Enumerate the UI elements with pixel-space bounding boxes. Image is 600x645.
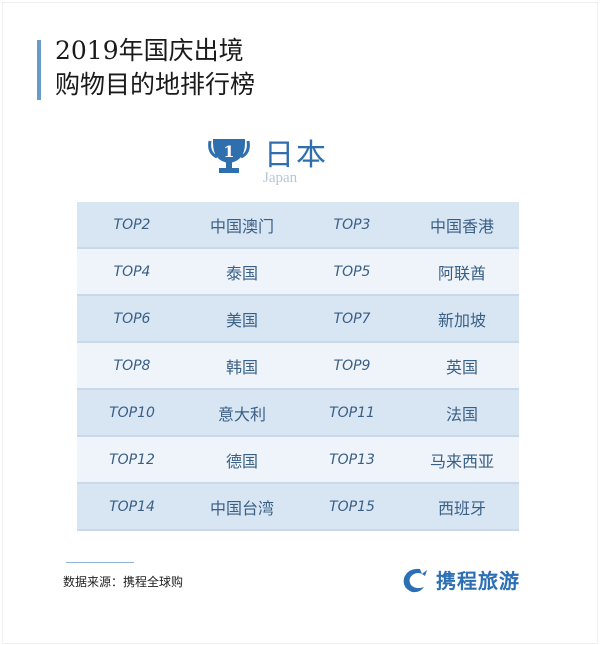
top1-name-en: Japan <box>263 170 298 186</box>
table-row: TOP12 德国 TOP13 马来西亚 <box>77 437 519 484</box>
destination-name: 马来西亚 <box>429 451 494 471</box>
table-row: TOP14 中国台湾 TOP15 西班牙 <box>77 484 519 531</box>
rank-label: TOP12 <box>109 451 155 468</box>
destination-name: 新加坡 <box>437 310 486 330</box>
destination-name: 中国澳门 <box>209 216 274 236</box>
table-row: TOP6 美国 TOP7 新加坡 <box>77 296 519 343</box>
rank-label: TOP5 <box>333 263 371 280</box>
logo-text: 携程旅游 <box>436 569 520 593</box>
destination-name: 阿联酋 <box>437 263 486 283</box>
source-divider <box>66 562 134 563</box>
page-title: 2019年国庆出境 购物目的地排行榜 <box>55 34 255 102</box>
rank-label: TOP15 <box>329 498 375 515</box>
rank-label: TOP8 <box>113 357 151 374</box>
destination-name: 美国 <box>225 310 258 330</box>
table-row: TOP8 韩国 TOP9 英国 <box>77 343 519 390</box>
top1-name: 日本 <box>264 138 328 173</box>
destination-name: 泰国 <box>225 263 258 283</box>
rank-label: TOP3 <box>333 216 371 233</box>
table-row: TOP10 意大利 TOP11 法国 <box>77 390 519 437</box>
rank-label: TOP10 <box>109 404 155 421</box>
rank-label: TOP4 <box>113 263 151 280</box>
title-line-2: 购物目的地排行榜 <box>55 70 256 99</box>
rank-label: TOP9 <box>333 357 371 374</box>
destination-name: 德国 <box>225 451 258 471</box>
destination-name: 意大利 <box>217 404 266 424</box>
destination-name: 英国 <box>445 357 478 377</box>
rank-label: TOP13 <box>329 451 375 468</box>
data-source: 数据来源：携程全球购 <box>63 575 184 589</box>
title-accent-bar <box>37 40 41 100</box>
rank-label: TOP7 <box>333 310 371 327</box>
rank-label: TOP14 <box>109 498 155 515</box>
trophy-icon: 1 <box>208 139 250 173</box>
dolphin-icon <box>403 568 427 592</box>
table-row: TOP2 中国澳门 TOP3 中国香港 <box>77 202 519 249</box>
destination-name: 西班牙 <box>437 498 486 518</box>
ranking-table: TOP2 中国澳门 TOP3 中国香港 TOP4 泰国 TOP5 阿联酋 TOP6 美国 TOP7 新… <box>77 202 519 531</box>
destination-name: 法国 <box>445 404 478 424</box>
destination-name: 中国台湾 <box>209 498 274 518</box>
rank-label: TOP11 <box>329 404 375 421</box>
table-row: TOP4 泰国 TOP5 阿联酋 <box>77 249 519 296</box>
ctrip-logo: 携程旅游 <box>400 565 520 594</box>
destination-name: 中国香港 <box>429 216 494 236</box>
rank-label: TOP6 <box>113 310 151 327</box>
rank-label: TOP2 <box>113 216 151 233</box>
trophy-rank: 1 <box>223 142 234 161</box>
destination-name: 韩国 <box>225 357 258 377</box>
title-line-1: 2019年国庆出境 <box>55 36 244 65</box>
